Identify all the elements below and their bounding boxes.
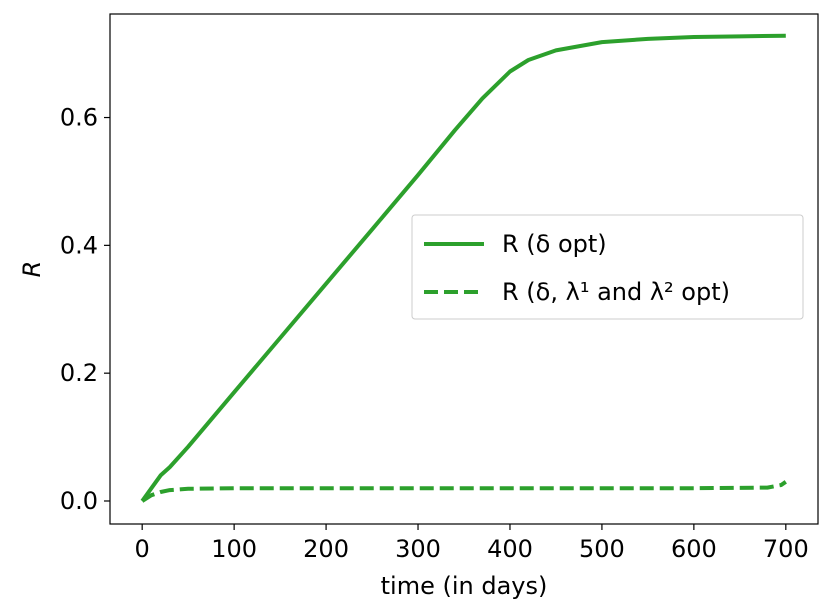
series-line-dashed xyxy=(141,480,787,503)
legend-entry-delta-opt: R (δ opt) xyxy=(502,230,607,258)
legend-entry-delta-lambda-opt: R (δ, λ¹ and λ² opt) xyxy=(502,278,730,306)
y-tick-label: 0.4 xyxy=(60,231,98,259)
x-axis-label: time (in days) xyxy=(381,572,548,600)
legend-box xyxy=(411,214,804,320)
x-tick-label: 300 xyxy=(395,535,441,563)
x-tick-label: 400 xyxy=(487,535,533,563)
y-axis-ticks: 0.0 0.2 0.4 0.6 xyxy=(60,104,110,515)
y-axis-label: R xyxy=(18,261,46,278)
x-tick-label: 600 xyxy=(671,535,717,563)
y-tick-label: 0.6 xyxy=(60,104,98,132)
x-axis-ticks: 0 100 200 300 400 500 600 700 xyxy=(135,524,809,563)
legend: R (δ opt) R (δ, λ¹ and λ² opt) xyxy=(411,214,804,320)
x-tick-label: 700 xyxy=(763,535,809,563)
x-tick-label: 0 xyxy=(135,535,150,563)
series-line-solid xyxy=(140,33,786,503)
y-tick-label: 0.0 xyxy=(60,487,98,515)
x-tick-label: 200 xyxy=(303,535,349,563)
plot-frame xyxy=(109,13,819,525)
y-tick-label: 0.2 xyxy=(60,359,98,387)
x-tick-label: 500 xyxy=(579,535,625,563)
plot-marks xyxy=(140,33,787,503)
x-tick-label: 100 xyxy=(211,535,257,563)
